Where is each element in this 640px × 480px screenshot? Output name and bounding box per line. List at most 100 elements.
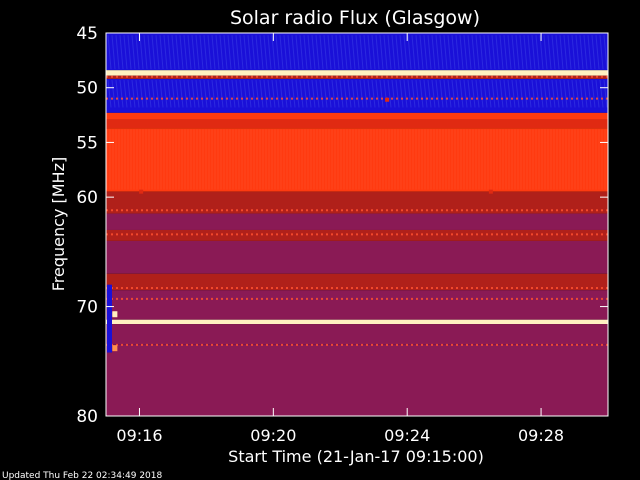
y-axis-label: Frequency [MHz] (49, 157, 68, 291)
y-tick-label: 55 (76, 133, 98, 153)
texture-line (519, 79, 524, 108)
texture-line (179, 35, 184, 70)
texture-line (591, 79, 596, 108)
y-tick-label: 70 (76, 298, 98, 318)
texture-line (199, 79, 204, 108)
texture-line (215, 35, 220, 70)
texture-line (147, 79, 152, 108)
texture-line (443, 79, 448, 108)
texture-line (591, 35, 596, 70)
texture-line (535, 79, 540, 108)
y-tick-label: 60 (76, 188, 98, 208)
texture-line (235, 35, 240, 70)
texture-line (183, 35, 188, 70)
texture-line (399, 79, 404, 108)
texture-line (175, 35, 180, 70)
texture-line (403, 79, 408, 108)
texture-line (587, 35, 592, 70)
texture-line (247, 35, 252, 70)
texture-line (107, 79, 112, 108)
frequency-band (106, 324, 608, 345)
texture-line (423, 79, 428, 108)
texture-line (167, 79, 172, 108)
texture-line (223, 35, 228, 70)
texture-line (511, 79, 516, 108)
texture-line (343, 35, 348, 70)
texture-line (439, 35, 444, 70)
texture-line (227, 35, 232, 70)
x-axis: 09:16 09:20 09:24 09:28 (116, 33, 564, 445)
texture-line (507, 35, 512, 70)
texture-line (347, 79, 352, 108)
frequency-band (106, 344, 608, 416)
texture-line (255, 79, 260, 108)
texture-line (191, 79, 196, 108)
texture-line (155, 79, 160, 108)
texture-line (367, 79, 372, 108)
texture-line (207, 35, 212, 70)
frequency-band (106, 191, 608, 214)
texture-line (487, 79, 492, 108)
plot-area (106, 33, 608, 416)
texture-line (547, 35, 552, 70)
texture-line (567, 79, 572, 108)
texture-line (159, 35, 164, 70)
texture-line (503, 79, 508, 108)
texture-line (331, 35, 336, 70)
texture-line (495, 79, 500, 108)
texture-line (191, 35, 196, 70)
spectral-feature (112, 345, 118, 352)
texture-line (579, 35, 584, 70)
texture-line (443, 35, 448, 70)
texture-line (523, 35, 528, 70)
y-tick-label: 80 (76, 407, 98, 427)
texture-line (391, 79, 396, 108)
texture-line (371, 79, 376, 108)
texture-line (215, 79, 220, 108)
texture-line (563, 35, 568, 70)
texture-line (323, 79, 328, 108)
texture-line (211, 35, 216, 70)
texture-line (383, 79, 388, 108)
texture-line (603, 79, 608, 108)
texture-line (511, 35, 516, 70)
texture-line (147, 35, 152, 70)
texture-line (139, 79, 144, 108)
texture-line (483, 35, 488, 70)
texture-line (515, 35, 520, 70)
data-start-column (107, 284, 112, 353)
texture-line (315, 35, 320, 70)
texture-line (355, 79, 360, 108)
texture-line (235, 79, 240, 108)
texture-line (119, 79, 124, 108)
texture-line (567, 35, 572, 70)
texture-line (111, 35, 116, 70)
texture-line (543, 35, 548, 70)
texture-line (263, 79, 268, 108)
y-axis: 45 50 55 60 70 80 (76, 24, 608, 427)
texture-line (351, 35, 356, 70)
frequency-band (106, 213, 608, 230)
texture-line (219, 35, 224, 70)
striation-texture (106, 35, 608, 190)
texture-line (415, 35, 420, 70)
texture-line (155, 35, 160, 70)
texture-line (295, 35, 300, 70)
texture-line (199, 35, 204, 70)
texture-line (451, 35, 456, 70)
texture-line (471, 35, 476, 70)
texture-line (259, 79, 264, 108)
texture-line (531, 79, 536, 108)
texture-line (179, 79, 184, 108)
texture-line (379, 79, 384, 108)
texture-line (535, 35, 540, 70)
texture-line (383, 35, 388, 70)
x-tick-label: 09:24 (384, 426, 430, 445)
texture-line (367, 35, 372, 70)
texture-line (139, 35, 144, 70)
texture-line (431, 79, 436, 108)
texture-line (307, 35, 312, 70)
texture-line (575, 79, 580, 108)
texture-line (503, 35, 508, 70)
texture-line (359, 79, 364, 108)
